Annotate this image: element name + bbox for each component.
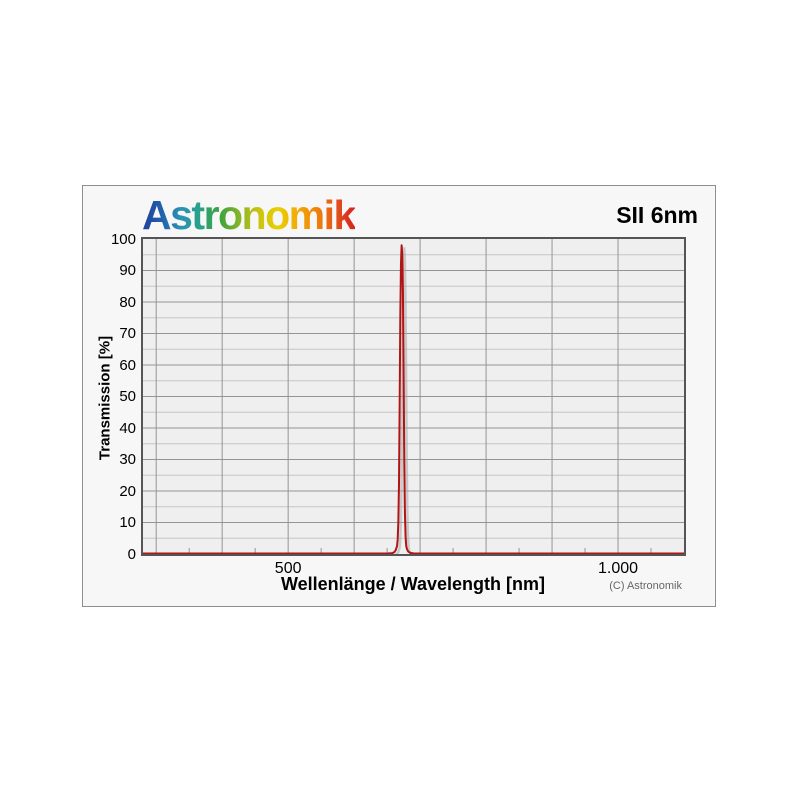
x-tick-label: 1.000 [597,560,639,577]
y-tick-label: 100 [110,230,136,248]
y-axis-label: Transmission [%] [96,335,114,461]
y-tick-label: 30 [119,451,136,468]
transmission-curve [143,244,684,554]
y-tick-label: 70 [119,325,136,342]
transmission-chart [143,239,684,554]
y-tick-label: 10 [119,514,136,531]
x-axis-label: Wellenlänge / Wavelength [nm] [280,574,546,594]
transmission-curve-shadow [392,247,416,554]
y-tick-label: 50 [119,388,136,405]
y-tick-label: 20 [119,482,136,500]
copyright-text: (C) Astronomik [609,580,682,592]
chart-title: SII 6nm [616,202,698,228]
y-tick-label: 40 [119,419,136,437]
astronomik-logo: Astronomik [142,192,356,238]
y-tick-label: 80 [119,293,136,311]
chart-panel: Astronomik SII 6nm 100 90 80 70 60 50 40 30 20 10… [82,185,716,607]
y-tick-label: 90 [119,262,136,279]
y-tick-label: 60 [119,356,136,374]
y-tick-label: 0 [127,545,136,563]
x-tick-label: 500 [274,560,302,577]
plot-area [141,237,686,556]
